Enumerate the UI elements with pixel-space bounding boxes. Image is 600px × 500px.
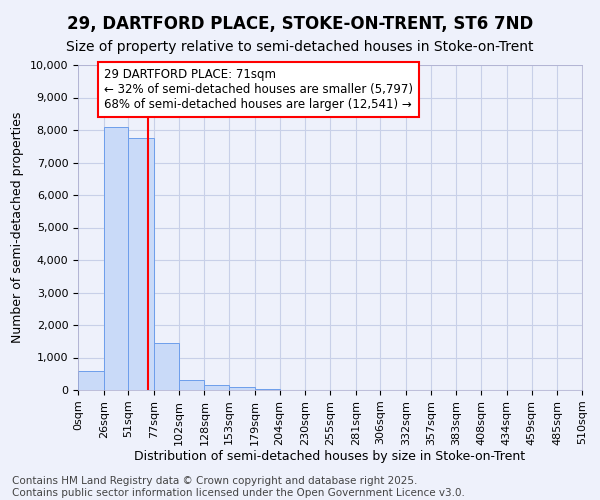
Bar	[229, 387, 255, 390]
X-axis label: Distribution of semi-detached houses by size in Stoke-on-Trent: Distribution of semi-detached houses by …	[134, 450, 526, 464]
Bar	[104, 126, 128, 390]
Text: 29, DARTFORD PLACE, STOKE-ON-TRENT, ST6 7ND: 29, DARTFORD PLACE, STOKE-ON-TRENT, ST6 …	[67, 15, 533, 33]
Bar	[205, 386, 229, 390]
Bar	[78, 372, 104, 390]
Text: 29 DARTFORD PLACE: 71sqm
← 32% of semi-detached houses are smaller (5,797)
68% o: 29 DARTFORD PLACE: 71sqm ← 32% of semi-d…	[104, 68, 413, 112]
Bar	[128, 138, 154, 390]
Text: Contains HM Land Registry data © Crown copyright and database right 2025.
Contai: Contains HM Land Registry data © Crown c…	[12, 476, 465, 498]
Bar	[255, 389, 280, 390]
Y-axis label: Number of semi-detached properties: Number of semi-detached properties	[11, 112, 24, 343]
Bar	[154, 343, 179, 390]
Text: Size of property relative to semi-detached houses in Stoke-on-Trent: Size of property relative to semi-detach…	[66, 40, 534, 54]
Bar	[179, 380, 205, 390]
